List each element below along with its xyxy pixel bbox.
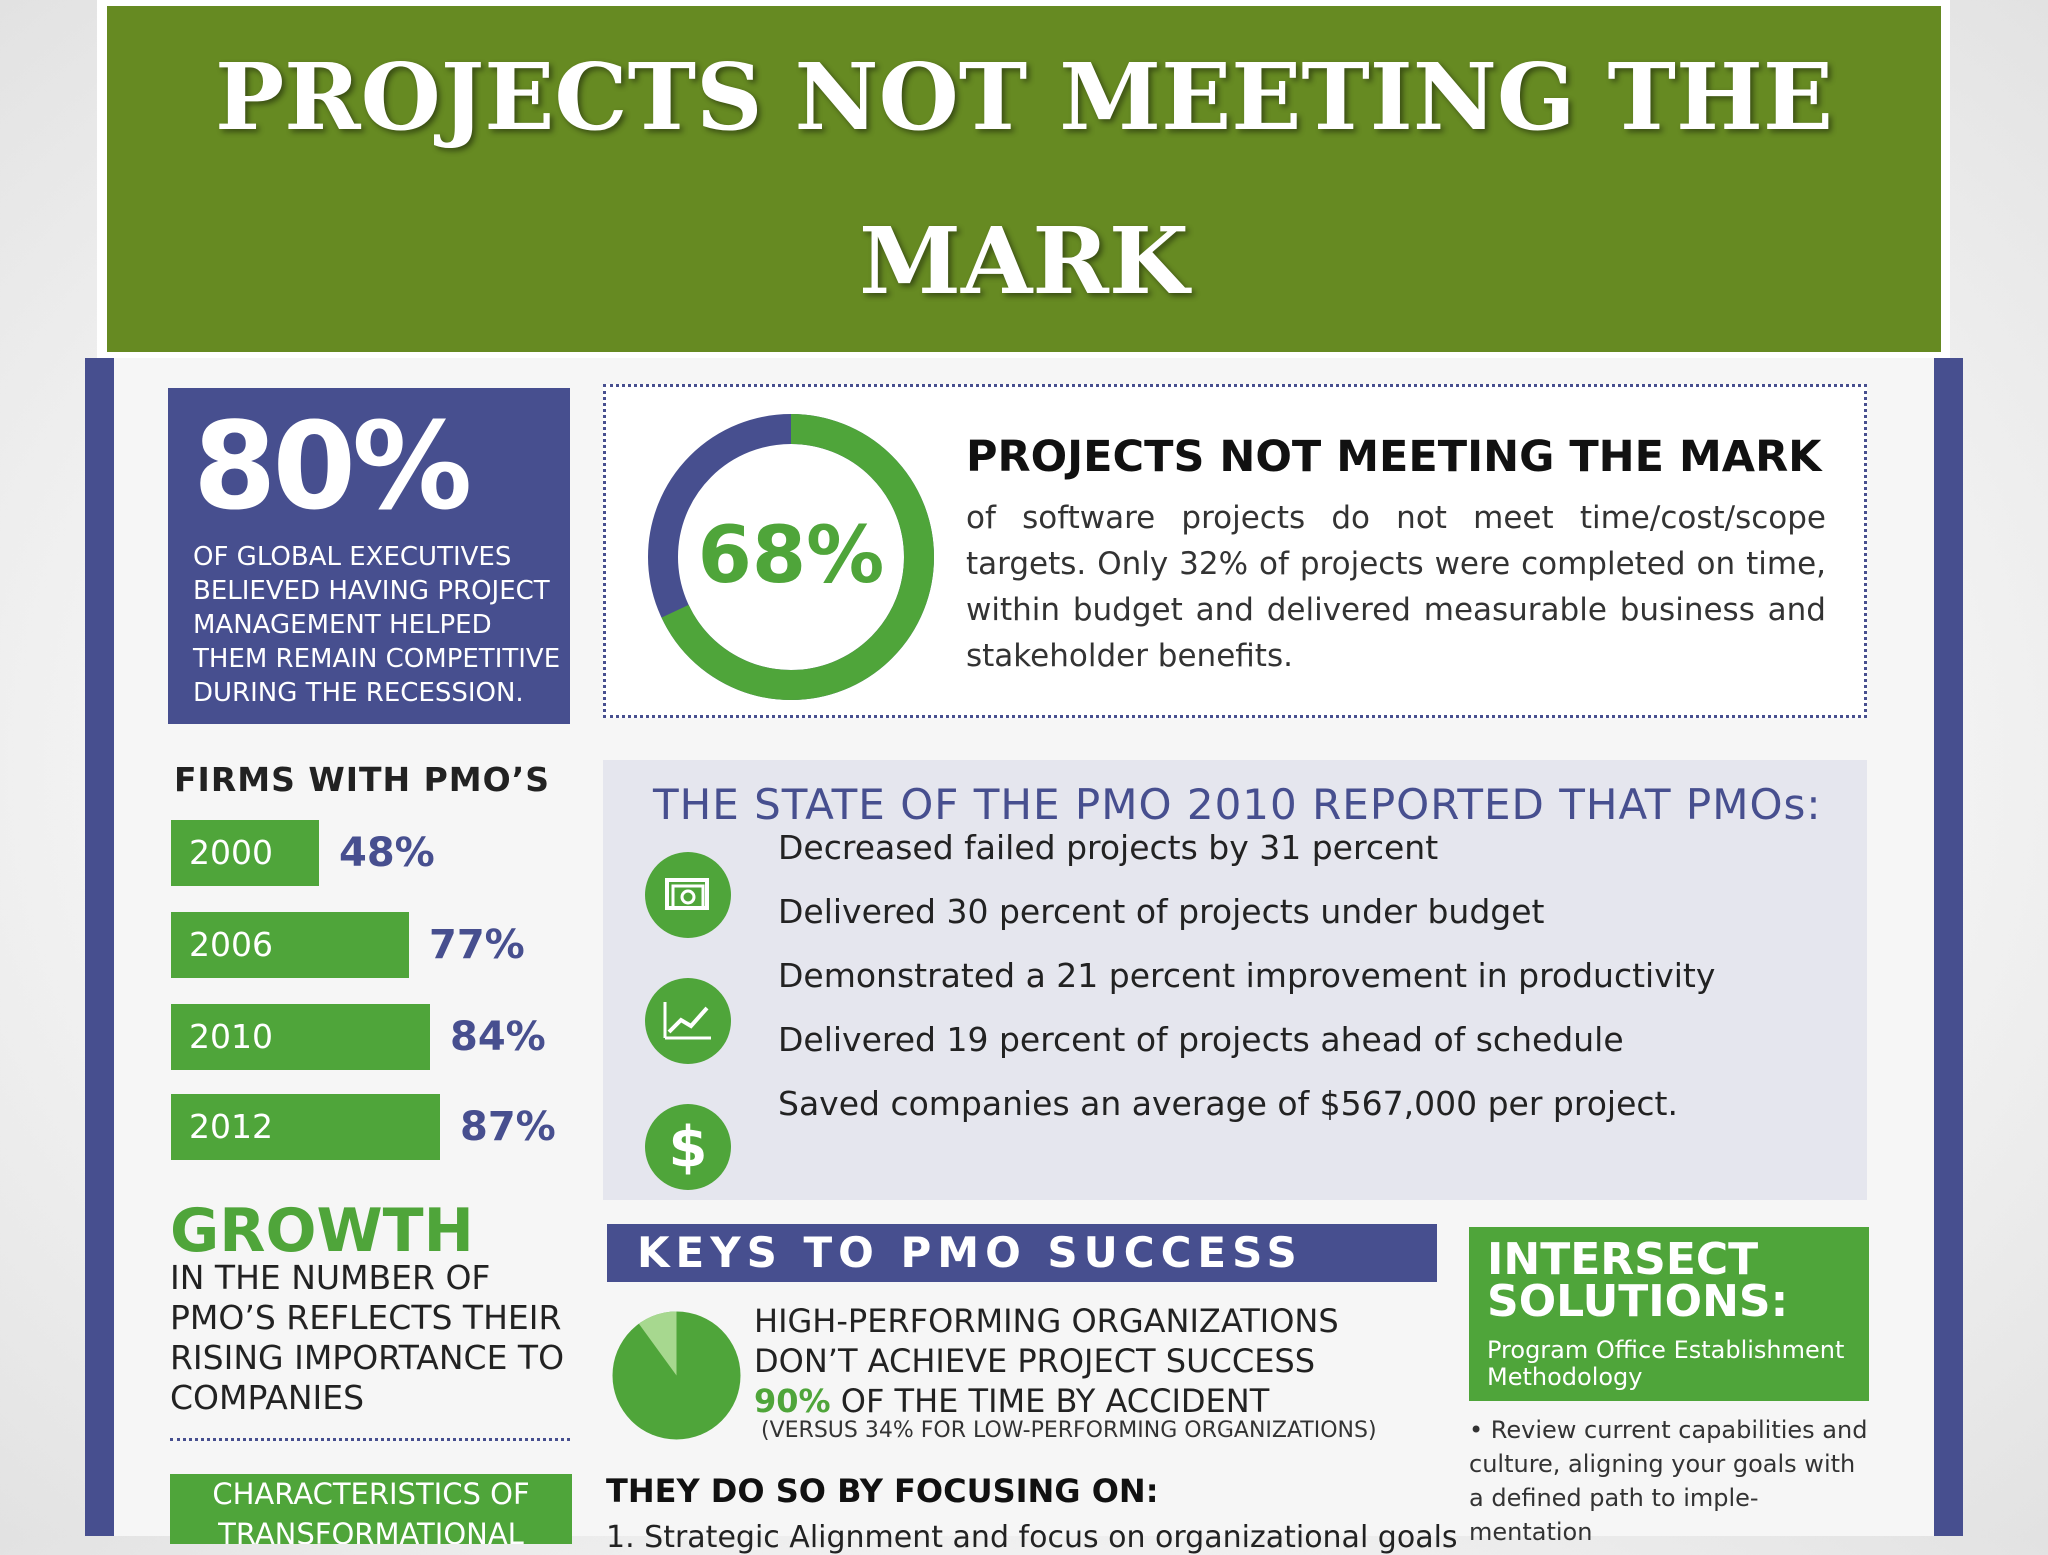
intersect-title: INTERSECT SOLUTIONS: — [1487, 1234, 1789, 1327]
donut-chart: 68% — [648, 414, 934, 700]
intersect-bullet: • Review current capabilities and cultur… — [1469, 1416, 1868, 1546]
donut-arc — [648, 414, 934, 700]
growth-description: IN THE NUMBER OF PMO’S REFLECTS THEIR RI… — [170, 1258, 565, 1417]
state-of-pmo-box: THE STATE OF THE PMO 2010 REPORTED THAT … — [603, 760, 1867, 1200]
keys-line-1: HIGH-PERFORMING ORGANIZATIONS — [754, 1302, 1339, 1340]
state-item: Demonstrated a 21 percent improvement in… — [778, 956, 1716, 995]
donut-label: 68% — [698, 511, 885, 601]
intersect-subtitle: Program Office Establishment Methodology — [1487, 1336, 1845, 1391]
money-icon — [645, 852, 731, 938]
firm-bar: 2012 — [171, 1094, 440, 1160]
firm-bar: 2006 — [171, 912, 409, 978]
characteristics-box: CHARACTERISTICS OF TRANSFORMATIONAL — [170, 1474, 572, 1544]
firm-value: 48% — [339, 830, 435, 876]
state-item: Decreased failed projects by 31 percent — [778, 828, 1439, 867]
state-item: Delivered 19 percent of projects ahead o… — [778, 1020, 1624, 1059]
keys-line-3: 90% OF THE TIME BY ACCIDENT — [754, 1382, 1269, 1420]
firms-title: FIRMS WITH PMO’S — [174, 760, 551, 799]
stat-68-body: of software projects do not meet time/co… — [966, 500, 1826, 674]
svg-text:$: $ — [669, 1115, 708, 1180]
keys-line-2: DON’T ACHIEVE PROJECT SUCCESS — [754, 1342, 1316, 1380]
pie-small-slice — [638, 1311, 677, 1376]
keys-percent: 90% — [754, 1382, 831, 1420]
firm-value: 84% — [450, 1014, 546, 1060]
title-banner: PROJECTS NOT MEETING THE MARK — [107, 6, 1941, 352]
firm-value: 87% — [460, 1104, 556, 1150]
keys-note: (VERSUS 34% FOR LOW-PERFORMING ORGANIZAT… — [761, 1418, 1377, 1443]
slide-title: PROJECTS NOT MEETING THE MARK — [214, 43, 1834, 315]
intersect-box: INTERSECT SOLUTIONS: Program Office Esta… — [1469, 1227, 1869, 1401]
infographic: 80% OF GLOBAL EXECUTIVES BELIEVED HAVING… — [85, 358, 1963, 1555]
stat-80-box: 80% OF GLOBAL EXECUTIVES BELIEVED HAVING… — [168, 388, 570, 724]
state-title: THE STATE OF THE PMO 2010 REPORTED THAT … — [653, 780, 1822, 829]
stat-80-value: 80% — [193, 398, 472, 537]
keys-focus: THEY DO SO BY FOCUSING ON: — [606, 1472, 1159, 1510]
stat-68-heading: PROJECTS NOT MEETING THE MARK — [966, 432, 1822, 482]
growth-chart-icon — [645, 978, 731, 1064]
dollar-icon: $ — [645, 1104, 731, 1190]
state-item: Delivered 30 percent of projects under b… — [778, 892, 1545, 931]
state-item: Saved companies an average of $567,000 p… — [778, 1084, 1678, 1123]
stat-68-box: 68% PROJECTS NOT MEETING THE MARK of sof… — [603, 384, 1867, 718]
stat-80-description: OF GLOBAL EXECUTIVES BELIEVED HAVING PRO… — [193, 542, 561, 708]
keys-list-item: 1. Strategic Alignment and focus on orga… — [606, 1520, 1458, 1555]
keys-title: KEYS TO PMO SUCCESS — [607, 1224, 1437, 1282]
divider — [170, 1438, 570, 1441]
firm-bar: 2010 — [171, 1004, 430, 1070]
info-panel: 80% OF GLOBAL EXECUTIVES BELIEVED HAVING… — [114, 358, 1934, 1555]
keys-line-3-text: OF THE TIME BY ACCIDENT — [840, 1382, 1270, 1420]
growth-word: GROWTH — [170, 1196, 474, 1266]
firm-value: 77% — [429, 922, 525, 968]
firm-bar: 2000 — [171, 820, 319, 886]
success-pie-chart — [612, 1311, 741, 1440]
